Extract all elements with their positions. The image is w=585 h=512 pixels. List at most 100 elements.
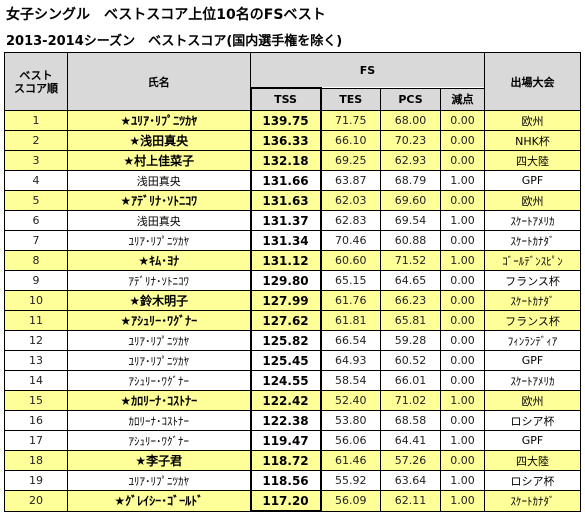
cell-event: 欧州 xyxy=(484,390,581,411)
cell-name: ★ｷﾑ･ﾖﾅ xyxy=(67,250,251,271)
cell-name: ｱﾃﾞﾘﾅ･ｿﾄﾆｺﾜ xyxy=(67,270,251,291)
cell-event: GPF xyxy=(484,350,581,371)
cell-name: 浅田真央 xyxy=(67,210,251,231)
cell-tss: 131.12 xyxy=(249,250,322,271)
cell-tes: 60.60 xyxy=(320,250,381,271)
cell-pcs: 66.01 xyxy=(380,370,441,391)
cell-rank: 10 xyxy=(4,290,68,311)
cell-event: 四大陸 xyxy=(484,450,581,471)
cell-tes: 56.06 xyxy=(320,430,381,451)
cell-tss: 139.75 xyxy=(249,110,322,131)
table-row: 20 ★ｸﾞﾚｲｼｰ･ｺﾞｰﾙﾄﾞ 117.20 56.09 62.11 1.00 ｽｹｰﾄ… xyxy=(4,490,581,512)
cell-event: フランス杯 xyxy=(484,310,581,331)
cell-rank: 17 xyxy=(4,430,68,451)
cell-tss: 125.82 xyxy=(249,330,322,351)
cell-event: ｽｹｰﾄｱﾒﾘｶ xyxy=(484,210,581,231)
cell-deduction: 0.00 xyxy=(440,350,485,371)
cell-tss: 125.45 xyxy=(249,350,322,371)
cell-name: ﾕﾘｱ･ﾘﾌﾟﾆﾂｶﾔ xyxy=(67,470,251,491)
cell-tss: 131.66 xyxy=(249,170,322,191)
cell-tss: 119.47 xyxy=(249,430,322,451)
cell-rank: 5 xyxy=(4,190,68,211)
cell-name: ★ｸﾞﾚｲｼｰ･ｺﾞｰﾙﾄﾞ xyxy=(67,490,251,512)
cell-tes: 69.25 xyxy=(320,150,381,171)
table-row: 15 ★ｶﾛﾘｰﾅ･ｺｽﾄﾅｰ 122.42 52.40 71.02 1.00 欧州 xyxy=(4,390,581,411)
cell-event: ｽｹｰﾄｶﾅﾀﾞ xyxy=(484,230,581,251)
cell-pcs: 62.93 xyxy=(380,150,441,171)
cell-event: 欧州 xyxy=(484,110,581,131)
score-table: ベスト スコア順 氏名 FS 出場大会 TSS TES PCS 減点 1 ★ﾕﾘｱ･… xyxy=(4,52,581,512)
cell-rank: 13 xyxy=(4,350,68,371)
cell-deduction: 1.00 xyxy=(440,210,485,231)
cell-event: 欧州 xyxy=(484,190,581,211)
cell-tes: 65.15 xyxy=(320,270,381,291)
table-row: 13 ﾕﾘｱ･ﾘﾌﾟﾆﾂｶﾔ 125.45 64.93 60.52 0.00 GPF xyxy=(4,350,581,371)
cell-tes: 71.75 xyxy=(320,110,381,131)
cell-deduction: 0.00 xyxy=(440,370,485,391)
cell-tss: 117.20 xyxy=(249,490,322,512)
cell-pcs: 64.65 xyxy=(380,270,441,291)
cell-deduction: 0.00 xyxy=(440,310,485,331)
cell-event: ｽｹｰﾄｱﾒﾘｶ xyxy=(484,370,581,391)
cell-tes: 62.03 xyxy=(320,190,381,211)
cell-tes: 55.92 xyxy=(320,470,381,491)
cell-deduction: 1.00 xyxy=(440,250,485,271)
cell-deduction: 0.00 xyxy=(440,290,485,311)
cell-tes: 66.10 xyxy=(320,130,381,151)
cell-tss: 118.56 xyxy=(249,470,322,491)
cell-deduction: 0.00 xyxy=(440,450,485,471)
cell-pcs: 69.60 xyxy=(380,190,441,211)
header-pcs: PCS xyxy=(380,87,441,111)
cell-pcs: 60.88 xyxy=(380,230,441,251)
table-row: 6 浅田真央 131.37 62.83 69.54 1.00 ｽｹｰﾄｱﾒﾘｶ xyxy=(4,210,581,231)
cell-pcs: 68.79 xyxy=(380,170,441,191)
page-title: 女子シングル ベストスコア上位10名のFSベスト xyxy=(6,7,326,23)
table-row: 11 ★ｱｼｭﾘｰ･ﾜｸﾞﾅｰ 127.62 61.81 65.81 0.00 フランス杯 xyxy=(4,310,581,331)
cell-rank: 4 xyxy=(4,170,68,191)
cell-rank: 18 xyxy=(4,450,68,471)
table-row: 9 ｱﾃﾞﾘﾅ･ｿﾄﾆｺﾜ 129.80 65.15 64.65 0.00 フランス杯 xyxy=(4,270,581,291)
cell-tes: 58.54 xyxy=(320,370,381,391)
cell-rank: 12 xyxy=(4,330,68,351)
cell-rank: 1 xyxy=(4,110,68,131)
cell-rank: 15 xyxy=(4,390,68,411)
cell-tss: 131.63 xyxy=(249,190,322,211)
table-row: 14 ｱｼｭﾘｰ･ﾜｸﾞﾅｰ 124.55 58.54 66.01 0.00 ｽｹｰﾄｱﾒﾘ… xyxy=(4,370,581,391)
cell-tss: 132.18 xyxy=(249,150,322,171)
table-row: 10 ★鈴木明子 127.99 61.76 66.23 0.00 ｽｹｰﾄｶﾅﾀﾞ xyxy=(4,290,581,311)
cell-tss: 122.38 xyxy=(249,410,322,431)
cell-rank: 7 xyxy=(4,230,68,251)
table-row: 3 ★村上佳菜子 132.18 69.25 62.93 0.00 四大陸 xyxy=(4,150,581,171)
cell-tss: 124.55 xyxy=(249,370,322,391)
cell-rank: 14 xyxy=(4,370,68,391)
cell-pcs: 68.58 xyxy=(380,410,441,431)
cell-pcs: 68.00 xyxy=(380,110,441,131)
cell-pcs: 71.52 xyxy=(380,250,441,271)
cell-tss: 131.37 xyxy=(249,210,322,231)
cell-tes: 52.40 xyxy=(320,390,381,411)
cell-tes: 61.76 xyxy=(320,290,381,311)
cell-deduction: 1.00 xyxy=(440,490,485,512)
header-rank: ベスト スコア順 xyxy=(4,52,68,111)
cell-name: ﾕﾘｱ･ﾘﾌﾟﾆﾂｶﾔ xyxy=(67,350,251,371)
cell-deduction: 0.00 xyxy=(440,110,485,131)
cell-name: ★ｱｼｭﾘｰ･ﾜｸﾞﾅｰ xyxy=(67,310,251,331)
page-subtitle: 2013-2014シーズン ベストスコア(国内選手権を除く) xyxy=(6,34,343,49)
cell-deduction: 1.00 xyxy=(440,390,485,411)
cell-tes: 61.81 xyxy=(320,310,381,331)
cell-event: ロシア杯 xyxy=(484,470,581,491)
header-tes: TES xyxy=(320,87,381,111)
cell-rank: 6 xyxy=(4,210,68,231)
cell-deduction: 0.00 xyxy=(440,330,485,351)
cell-pcs: 62.11 xyxy=(380,490,441,512)
cell-tes: 63.87 xyxy=(320,170,381,191)
cell-event: ﾌｨﾝﾗﾝﾃﾞｨｱ xyxy=(484,330,581,351)
table-row: 1 ★ﾕﾘｱ･ﾘﾌﾟﾆﾂｶﾔ 139.75 71.75 68.00 0.00 欧州 xyxy=(4,110,581,131)
cell-pcs: 70.23 xyxy=(380,130,441,151)
table-row: 12 ﾕﾘｱ･ﾘﾌﾟﾆﾂｶﾔ 125.82 66.54 59.28 0.00 ﾌｨﾝﾗﾝﾃﾞ… xyxy=(4,330,581,351)
cell-event: NHK杯 xyxy=(484,130,581,151)
cell-tes: 66.54 xyxy=(320,330,381,351)
cell-pcs: 69.54 xyxy=(380,210,441,231)
cell-pcs: 59.28 xyxy=(380,330,441,351)
cell-tes: 61.46 xyxy=(320,450,381,471)
